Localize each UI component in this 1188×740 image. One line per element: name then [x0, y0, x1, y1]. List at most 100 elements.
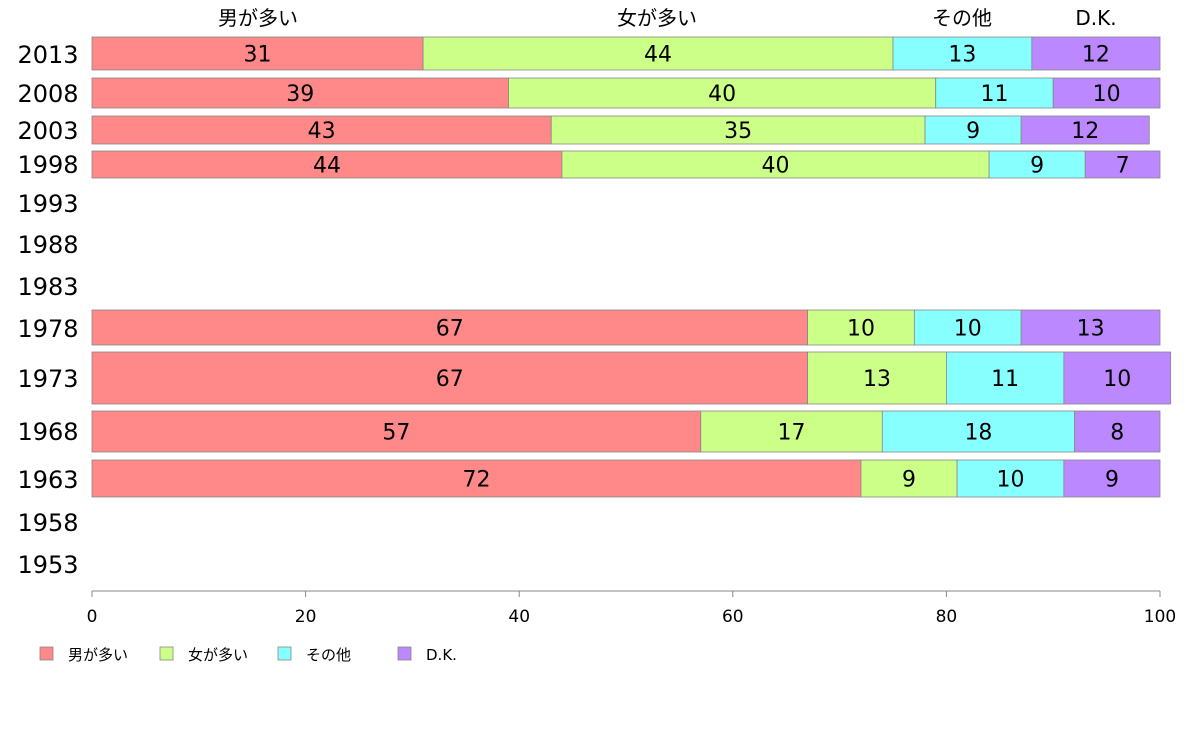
bar-value-label-1963-2: 10 [996, 468, 1024, 493]
bar-value-label-2003-3: 12 [1071, 119, 1099, 144]
bar-segment-2013-3 [1031, 36, 1161, 71]
year-label-1958: 1958 [17, 509, 78, 537]
bar-value-label-2008-3: 10 [1093, 82, 1121, 107]
top-label-3: D.K. [1075, 6, 1116, 30]
bar-value-label-2013-0: 31 [244, 43, 272, 68]
bar-value-label-1968-3: 8 [1110, 421, 1124, 446]
bar-value-label-1963-0: 72 [462, 468, 490, 493]
bar-value-label-2013-2: 13 [948, 43, 976, 68]
year-labels: 2013 2008 2003 1998 1993 1988 1983 1978 1973 1968… [17, 41, 78, 579]
year-label-1963: 1963 [17, 466, 78, 494]
bar-value-label-1978-1: 10 [847, 317, 875, 342]
legend-item-3: D.K. [397, 646, 457, 664]
x-tick-label-20: 20 [295, 607, 317, 627]
bar-value-label-1963-3: 9 [1105, 468, 1119, 493]
legend-item-2: その他 [277, 646, 351, 664]
bar-row-1973: 67 13 11 10 [91, 351, 1172, 405]
bar-segment-2013-1 [422, 36, 894, 71]
bar-value-label-1998-2: 9 [1030, 154, 1044, 179]
bar-value-label-1978-3: 13 [1077, 317, 1105, 342]
bar-value-label-1973-1: 13 [863, 367, 891, 392]
legend-swatch-0 [39, 646, 54, 661]
bar-segment-1968-0 [91, 410, 702, 453]
bar-value-label-2008-1: 40 [708, 82, 736, 107]
bar-segment-1978-3 [1020, 309, 1161, 346]
bar-value-label-1973-2: 11 [991, 367, 1019, 392]
bar-value-label-2008-2: 11 [980, 82, 1008, 107]
bar-segment-1998-0 [91, 150, 563, 179]
legend-label-0: 男が多い [68, 646, 128, 664]
bar-segment-1998-1 [561, 150, 990, 179]
year-label-1953: 1953 [17, 551, 78, 579]
bar-value-label-2003-0: 43 [308, 119, 336, 144]
bar-segment-1968-3 [1074, 410, 1161, 453]
bar-value-label-1978-0: 67 [436, 317, 464, 342]
x-tick-label-80: 80 [936, 607, 958, 627]
bar-value-label-1978-2: 10 [954, 317, 982, 342]
legend-label-3: D.K. [426, 646, 457, 664]
bar-value-label-2008-0: 39 [286, 82, 314, 107]
bar-value-label-1998-3: 7 [1116, 154, 1130, 179]
bar-row-2013: 31 44 13 12 [91, 36, 1161, 71]
x-tick-label-40: 40 [508, 607, 530, 627]
top-label-1: 女が多い [617, 6, 697, 30]
x-tick-label-60: 60 [722, 607, 744, 627]
bar-segment-1973-0 [91, 351, 808, 405]
legend-item-0: 男が多い [39, 646, 128, 664]
bar-segment-1978-2 [913, 309, 1022, 346]
top-label-0: 男が多い [218, 6, 298, 30]
bar-value-label-1998-1: 40 [762, 154, 790, 179]
x-tick-label-0: 0 [87, 607, 98, 627]
top-category-labels: 男が多い 女が多い その他 D.K. [218, 6, 1117, 30]
legend-label-2: その他 [306, 646, 351, 664]
bar-value-label-1968-1: 17 [778, 421, 806, 446]
bar-segment-1973-3 [1063, 351, 1172, 405]
legend-swatch-3 [397, 646, 412, 661]
year-label-1978: 1978 [17, 315, 78, 343]
x-axis: 0 20 40 60 80 100 [87, 590, 1176, 627]
bar-segment-1963-3 [1063, 459, 1161, 498]
bar-segment-1978-1 [807, 309, 915, 346]
x-tick-label-100: 100 [1144, 607, 1176, 627]
bar-row-1968: 57 17 18 8 [91, 410, 1161, 453]
bar-segment-1998-3 [1084, 150, 1161, 179]
bar-segment-1973-2 [946, 351, 1065, 405]
bar-value-label-1968-0: 57 [382, 421, 410, 446]
bar-value-label-2013-3: 12 [1082, 43, 1110, 68]
bar-segment-2013-2 [892, 36, 1033, 71]
bar-segment-1963-2 [956, 459, 1065, 498]
year-label-1968: 1968 [17, 418, 78, 446]
bar-segment-1968-2 [881, 410, 1075, 453]
bar-row-2003: 43 35 9 12 [91, 115, 1150, 145]
bar-value-label-2013-1: 44 [644, 43, 672, 68]
bar-segment-2008-2 [935, 77, 1054, 109]
bar-value-label-1973-3: 10 [1103, 367, 1131, 392]
year-label-1993: 1993 [17, 190, 78, 218]
bar-row-1978: 67 10 10 13 [91, 309, 1161, 346]
legend-swatch-2 [277, 646, 292, 661]
legend: 男が多い 女が多い その他 D.K. [39, 646, 457, 664]
legend-item-1: 女が多い [159, 646, 248, 664]
bar-segment-1973-1 [807, 351, 947, 405]
year-label-1998: 1998 [17, 151, 78, 179]
bar-segment-2003-1 [550, 115, 926, 145]
year-label-2013: 2013 [17, 41, 78, 69]
top-label-2: その他 [932, 6, 992, 30]
legend-swatch-1 [159, 646, 174, 661]
year-label-1973: 1973 [17, 365, 78, 393]
legend-label-1: 女が多い [188, 646, 248, 664]
bar-value-label-1963-1: 9 [902, 468, 916, 493]
bar-segment-2003-3 [1020, 115, 1150, 145]
bars: 31 44 13 12 39 40 11 10 43 35 9 12 44 40 9 7 67 10 10 13 67 1… [91, 36, 1172, 498]
bar-row-1998: 44 40 9 7 [91, 150, 1161, 179]
bar-segment-2008-3 [1052, 77, 1161, 109]
bar-segment-1963-0 [91, 459, 862, 498]
bar-segment-1978-0 [91, 309, 808, 346]
year-label-1988: 1988 [17, 231, 78, 259]
bar-value-label-1973-0: 67 [436, 367, 464, 392]
year-label-2003: 2003 [17, 117, 78, 145]
year-label-2008: 2008 [17, 80, 78, 108]
year-label-1983: 1983 [17, 273, 78, 301]
